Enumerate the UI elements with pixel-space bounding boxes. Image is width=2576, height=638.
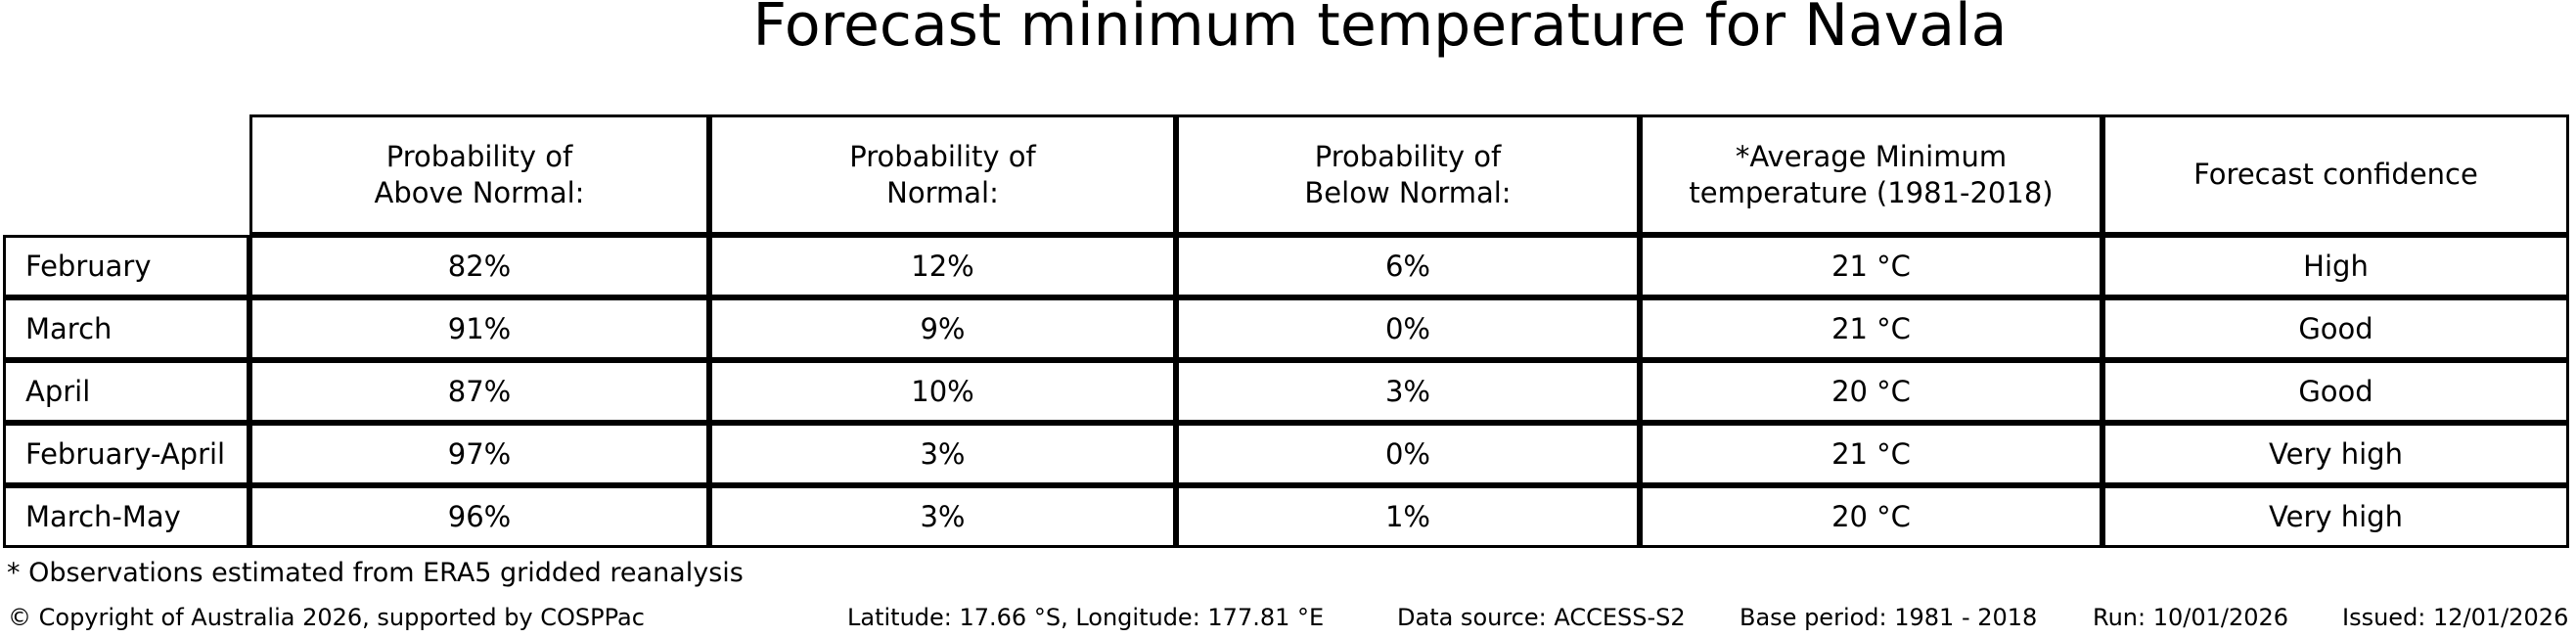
table-row-april: April 87% 10% 3% 20 °C Good <box>3 360 2569 423</box>
issued-date-text: Issued: 12/01/2026 <box>2342 604 2569 631</box>
table-row-march-may: March-May 96% 3% 1% 20 °C Very high <box>3 485 2569 548</box>
avg-min-temp-value: 20 °C <box>1640 360 2102 423</box>
prob-normal-value: 3% <box>709 423 1176 485</box>
header-prob-below-normal: Probability of Below Normal: <box>1176 114 1640 235</box>
avg-min-temp-value: 20 °C <box>1640 485 2102 548</box>
table-header-row: Probability of Above Normal: Probability… <box>3 114 2569 235</box>
avg-min-temp-value: 21 °C <box>1640 423 2102 485</box>
row-label: March-May <box>3 485 249 548</box>
prob-below-value: 0% <box>1176 297 1640 360</box>
table-row-february-april: February-April 97% 3% 0% 21 °C Very high <box>3 423 2569 485</box>
prob-normal-value: 10% <box>709 360 1176 423</box>
forecast-table: Probability of Above Normal: Probability… <box>3 114 2569 548</box>
table-row-march: March 91% 9% 0% 21 °C Good <box>3 297 2569 360</box>
prob-below-value: 6% <box>1176 235 1640 297</box>
confidence-value: Very high <box>2102 423 2569 485</box>
confidence-value: High <box>2102 235 2569 297</box>
confidence-value: Good <box>2102 360 2569 423</box>
copyright-text: © Copyright of Australia 2026, supported… <box>8 604 645 631</box>
page-title: Forecast minimum temperature for Navala <box>752 0 2008 60</box>
lat-long-text: Latitude: 17.66 °S, Longitude: 177.81 °E <box>847 604 1325 631</box>
prob-above-value: 96% <box>249 485 709 548</box>
row-label: February-April <box>3 423 249 485</box>
prob-above-value: 97% <box>249 423 709 485</box>
confidence-value: Good <box>2102 297 2569 360</box>
prob-below-value: 1% <box>1176 485 1640 548</box>
header-forecast-confidence: Forecast confidence <box>2102 114 2569 235</box>
observations-footnote: * Observations estimated from ERA5 gridd… <box>7 558 744 588</box>
prob-below-value: 3% <box>1176 360 1640 423</box>
avg-min-temp-value: 21 °C <box>1640 235 2102 297</box>
prob-normal-value: 3% <box>709 485 1176 548</box>
header-avg-min-temperature: *Average Minimum temperature (1981-2018) <box>1640 114 2102 235</box>
row-label: March <box>3 297 249 360</box>
prob-normal-value: 9% <box>709 297 1176 360</box>
table-row-february: February 82% 12% 6% 21 °C High <box>3 235 2569 297</box>
prob-normal-value: 12% <box>709 235 1176 297</box>
row-label: April <box>3 360 249 423</box>
avg-min-temp-value: 21 °C <box>1640 297 2102 360</box>
confidence-value: Very high <box>2102 485 2569 548</box>
data-source-text: Data source: ACCESS-S2 <box>1397 604 1686 631</box>
table-corner-spacer <box>3 114 249 235</box>
prob-above-value: 91% <box>249 297 709 360</box>
prob-below-value: 0% <box>1176 423 1640 485</box>
prob-above-value: 82% <box>249 235 709 297</box>
header-prob-normal: Probability of Normal: <box>709 114 1176 235</box>
header-prob-above-normal: Probability of Above Normal: <box>249 114 709 235</box>
row-label: February <box>3 235 249 297</box>
run-date-text: Run: 10/01/2026 <box>2093 604 2289 631</box>
base-period-text: Base period: 1981 - 2018 <box>1740 604 2038 631</box>
prob-above-value: 87% <box>249 360 709 423</box>
